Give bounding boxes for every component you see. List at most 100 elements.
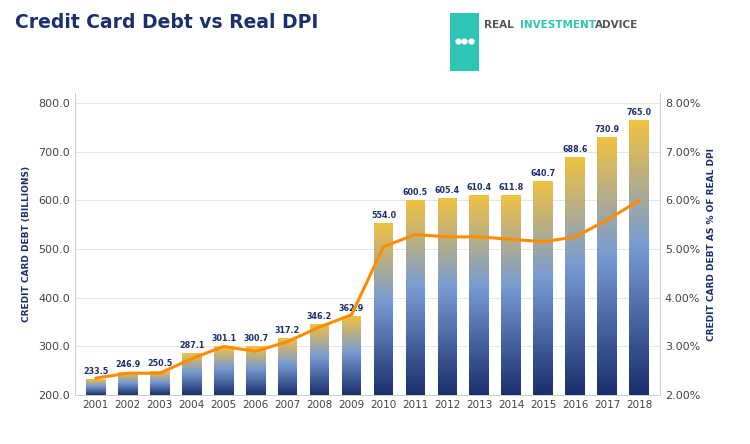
Bar bbox=[470, 258, 489, 260]
Bar bbox=[278, 348, 298, 349]
Bar bbox=[533, 355, 554, 357]
Bar bbox=[502, 232, 521, 235]
Bar bbox=[533, 256, 554, 258]
Bar bbox=[182, 389, 202, 390]
Bar bbox=[341, 348, 362, 349]
Bar bbox=[502, 282, 521, 285]
Bar bbox=[470, 380, 489, 383]
Bar bbox=[310, 379, 329, 380]
Bar bbox=[470, 273, 489, 275]
Bar bbox=[470, 315, 489, 318]
Bar bbox=[310, 329, 329, 330]
Bar bbox=[502, 250, 521, 252]
Bar bbox=[214, 365, 233, 366]
Bar bbox=[182, 354, 202, 355]
Bar bbox=[502, 225, 521, 227]
Text: 640.7: 640.7 bbox=[531, 169, 556, 178]
Bar bbox=[341, 386, 362, 387]
Bar bbox=[374, 266, 394, 268]
Bar bbox=[533, 315, 554, 317]
Bar bbox=[374, 309, 394, 311]
Bar bbox=[597, 259, 617, 263]
Bar bbox=[437, 225, 458, 227]
Bar bbox=[310, 339, 329, 340]
Bar bbox=[566, 288, 585, 291]
Bar bbox=[533, 183, 554, 186]
Bar bbox=[214, 369, 233, 370]
Bar bbox=[246, 360, 266, 361]
Bar bbox=[470, 290, 489, 293]
Bar bbox=[597, 137, 617, 140]
Bar bbox=[566, 327, 585, 330]
Bar bbox=[341, 390, 362, 391]
Bar bbox=[278, 345, 298, 346]
Bar bbox=[437, 321, 458, 324]
Bar bbox=[629, 361, 650, 364]
Bar bbox=[566, 208, 585, 211]
Bar bbox=[406, 246, 425, 249]
Bar bbox=[566, 222, 585, 226]
Bar bbox=[406, 237, 425, 239]
Bar bbox=[246, 386, 266, 387]
Bar bbox=[214, 373, 233, 374]
Bar bbox=[341, 324, 362, 325]
Text: 317.2: 317.2 bbox=[275, 326, 300, 335]
Bar bbox=[310, 347, 329, 348]
Bar bbox=[374, 242, 394, 244]
Bar bbox=[597, 289, 617, 292]
Bar bbox=[629, 309, 650, 313]
Bar bbox=[374, 322, 394, 324]
Bar bbox=[374, 262, 394, 264]
Bar bbox=[437, 311, 458, 314]
Bar bbox=[374, 357, 394, 358]
Bar bbox=[310, 363, 329, 364]
Bar bbox=[470, 303, 489, 305]
Bar bbox=[182, 382, 202, 383]
Bar bbox=[406, 302, 425, 305]
Bar bbox=[566, 184, 585, 187]
Bar bbox=[597, 324, 617, 327]
Bar bbox=[470, 368, 489, 370]
Bar bbox=[406, 346, 425, 349]
Bar bbox=[341, 374, 362, 375]
Bar bbox=[533, 264, 554, 266]
Bar bbox=[310, 374, 329, 375]
Bar bbox=[597, 156, 617, 159]
Bar bbox=[246, 349, 266, 350]
Bar bbox=[406, 212, 425, 215]
Bar bbox=[566, 386, 585, 389]
Bar bbox=[341, 339, 362, 340]
Bar bbox=[470, 230, 489, 233]
Bar bbox=[533, 245, 554, 248]
Bar bbox=[341, 378, 362, 379]
Bar bbox=[470, 228, 489, 230]
Bar bbox=[214, 346, 233, 347]
Bar bbox=[341, 365, 362, 366]
Bar bbox=[374, 358, 394, 361]
Bar bbox=[246, 357, 266, 358]
Bar bbox=[629, 316, 650, 320]
Text: INVESTMENT: INVESTMENT bbox=[520, 20, 596, 30]
Bar bbox=[437, 329, 458, 331]
Bar bbox=[437, 341, 458, 343]
Y-axis label: CREDIT CARD DEBT (BILLIONS): CREDIT CARD DEBT (BILLIONS) bbox=[22, 166, 32, 322]
Bar bbox=[214, 388, 233, 389]
Bar bbox=[341, 388, 362, 389]
Bar bbox=[246, 382, 266, 383]
Bar bbox=[310, 341, 329, 342]
Bar bbox=[597, 388, 617, 392]
Bar bbox=[566, 169, 585, 172]
Bar bbox=[566, 309, 585, 312]
Bar bbox=[246, 394, 266, 395]
Bar bbox=[437, 390, 458, 392]
Bar bbox=[533, 392, 554, 395]
Bar bbox=[533, 194, 554, 197]
Bar bbox=[566, 166, 585, 169]
Bar bbox=[341, 336, 362, 337]
Bar bbox=[182, 365, 202, 366]
Bar bbox=[341, 364, 362, 365]
Bar bbox=[374, 380, 394, 382]
Bar bbox=[310, 333, 329, 334]
Bar bbox=[246, 370, 266, 371]
Bar bbox=[374, 277, 394, 279]
